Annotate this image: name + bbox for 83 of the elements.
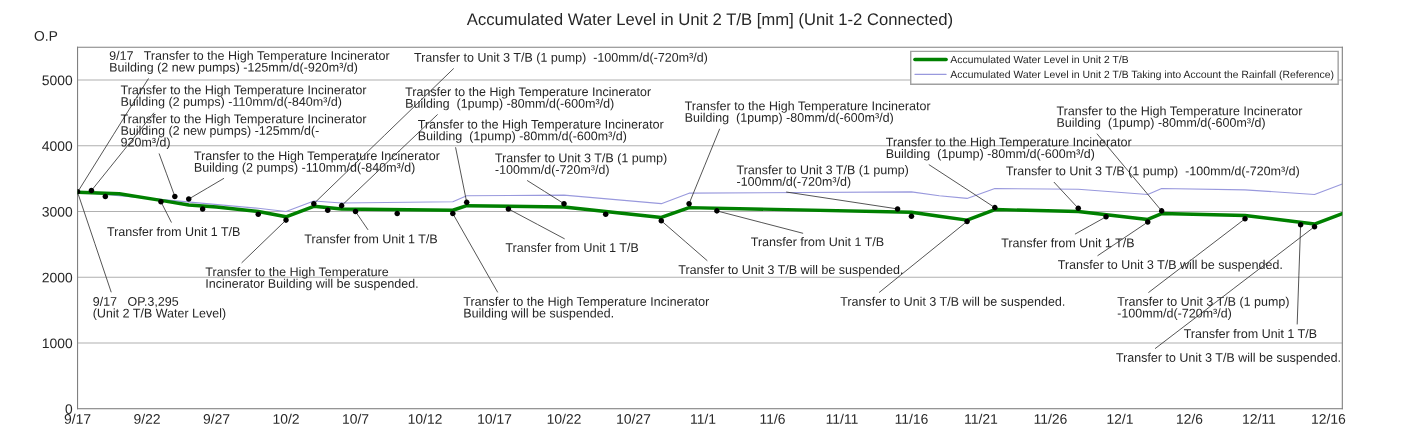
point	[1144, 219, 1151, 225]
y-tick-label: 3000	[42, 206, 73, 217]
x-tick-label: 11/21	[965, 413, 998, 424]
point	[199, 206, 206, 212]
point	[964, 218, 970, 225]
point	[1311, 223, 1318, 230]
annotation: 9/17 Transfer to the High Temperature Incinerator Building (2 new pumps) -125mm/d(-920m³/d)	[109, 50, 390, 75]
annotation: Transfer to Unit 3 T/B (1 pump) -100mm/d(-720m³/d)	[414, 52, 708, 65]
y-tick-label: 2000	[42, 272, 73, 283]
point	[338, 202, 345, 209]
annotation: Transfer from Unit 1 T/B	[1001, 238, 1134, 248]
x-tick-label: 10/12	[408, 413, 442, 424]
legend-label: Accumulated Water Level in Unit 2 T/B Taking into Account the Rainfall (Reference)	[950, 70, 1334, 81]
y-tick-label: 4000	[42, 141, 73, 151]
point	[311, 200, 317, 207]
x-tick-label: 11/16	[895, 413, 928, 424]
annotation: Transfer to Unit 3 T/B (1 pump) -100mm/d(-720m³/d)	[1006, 166, 1299, 178]
annotation: Transfer to Unit 3 T/B will be suspended.	[840, 296, 1065, 309]
y-tick-label: 5000	[42, 75, 73, 86]
point	[324, 207, 331, 214]
y-tick-label: 0	[65, 404, 73, 414]
point	[602, 211, 609, 217]
x-tick-label: 11/26	[1034, 413, 1067, 424]
annotation: Transfer from Unit 1 T/B	[751, 237, 884, 247]
annotation: Transfer from Unit 1 T/B	[505, 242, 639, 253]
point	[185, 196, 192, 202]
point	[505, 206, 512, 212]
annotation: Transfer to Unit 3 T/B (1 pump) -100mm/d(-720m³/d)	[495, 153, 667, 177]
point	[1075, 205, 1082, 212]
x-tick-label: 9/27	[203, 413, 230, 424]
point	[1297, 221, 1304, 228]
point	[394, 210, 400, 217]
x-tick-label: 9/22	[134, 413, 160, 424]
legend-label: Accumulated Water Level in Unit 2 T/B	[950, 55, 1129, 64]
x-tick-label: 12/11	[1243, 413, 1276, 424]
point	[172, 193, 178, 200]
annotation: Transfer to Unit 3 T/B (1 pump) -100mm/d(-720m³/d)	[1117, 296, 1289, 320]
point	[686, 200, 692, 207]
point	[158, 198, 164, 205]
x-tick-label: 10/27	[617, 413, 651, 424]
annotation: Transfer to the High Temperature Incinerator Building will be suspended.	[463, 296, 710, 321]
annotation: Transfer from Unit 1 T/B	[1183, 328, 1317, 339]
annotation: Transfer to Unit 3 T/B will be suspended.	[678, 264, 903, 277]
x-tick-label: 10/2	[273, 413, 299, 424]
annotation: Transfer to Unit 3 T/B (1 pump) -100mm/d(-720m³/d)	[736, 165, 909, 189]
point	[658, 217, 665, 224]
point	[714, 208, 720, 214]
annotation: Transfer to the High Temperature Incinerator Building (1pump) -80mm/d(-600m³/d)	[684, 101, 931, 125]
point	[992, 204, 998, 211]
x-tick-label: 11/1	[691, 413, 716, 424]
point	[102, 193, 109, 200]
annotation: Transfer to the High Temperature Incinerator Building will be suspended.	[205, 267, 418, 291]
y-tick-label: 1000	[42, 338, 73, 349]
annotation: 9/17 OP.3,295 (Unit 2 T/B Water Level)	[93, 296, 226, 320]
x-tick-label: 9/17	[64, 413, 91, 424]
point	[1103, 214, 1109, 220]
point	[450, 210, 456, 217]
annotation: Transfer to the High Temperature Incinerator Building (2 new pumps) -125mm/d(- 920m³/d)	[120, 114, 367, 150]
annotation: Transfer to the High Temperature Incinerator Building (1pump) -80mm/d(-600m³/d)	[418, 119, 664, 143]
point	[561, 200, 567, 207]
x-tick-label: 12/16	[1312, 413, 1346, 424]
annotation: Transfer to the High Temperature Incinerator Building (1pump) -80mm/d(-600m³/d)	[886, 137, 1132, 161]
point	[1242, 216, 1248, 222]
point	[255, 211, 262, 217]
annotation: Transfer to the High Temperature Incinerator Building (1pump) -80mm/d(-600m³/d)	[1056, 106, 1303, 130]
annotation: Transfer from Unit 1 T/B	[304, 234, 438, 244]
point	[908, 213, 915, 219]
x-tick-label: 12/6	[1176, 413, 1203, 424]
point	[463, 199, 470, 206]
x-tick-label: 12/1	[1107, 413, 1133, 424]
x-tick-label: 10/22	[547, 413, 581, 424]
point	[894, 206, 901, 212]
x-tick-label: 11/6	[760, 413, 785, 424]
point	[283, 217, 289, 223]
annotation: Transfer to the High Temperature Incinerator Building (2 pumps) -110mm/d(-840m³/d)	[120, 85, 367, 109]
x-tick-label: 10/7	[343, 413, 369, 424]
annotation: Transfer from Unit 1 T/B	[107, 226, 240, 237]
x-tick-label: 10/17	[478, 413, 512, 424]
chart-title: Accumulated Water Level in Unit 2 T/B [mm] (Unit 1-2 Connected)	[466, 12, 953, 29]
point	[1158, 208, 1165, 214]
y-axis-title: O.P	[34, 30, 58, 41]
x-tick-label: 11/11	[826, 413, 858, 424]
annotation: Transfer to Unit 3 T/B will be suspended.	[1116, 352, 1340, 365]
